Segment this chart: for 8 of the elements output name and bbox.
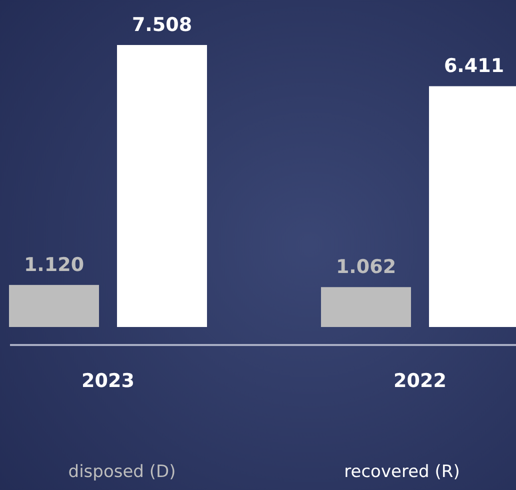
data-label: 7.508 bbox=[132, 14, 192, 36]
data-label: 6.411 bbox=[444, 55, 504, 78]
x-tick-label: 2023 bbox=[82, 370, 134, 392]
data-label: 1.062 bbox=[336, 256, 396, 278]
text: recovered (R) bbox=[344, 462, 460, 482]
data-label: 1.120 bbox=[24, 254, 84, 276]
text: disposed (D) bbox=[68, 462, 176, 482]
x-tick-label: 2022 bbox=[394, 370, 446, 392]
